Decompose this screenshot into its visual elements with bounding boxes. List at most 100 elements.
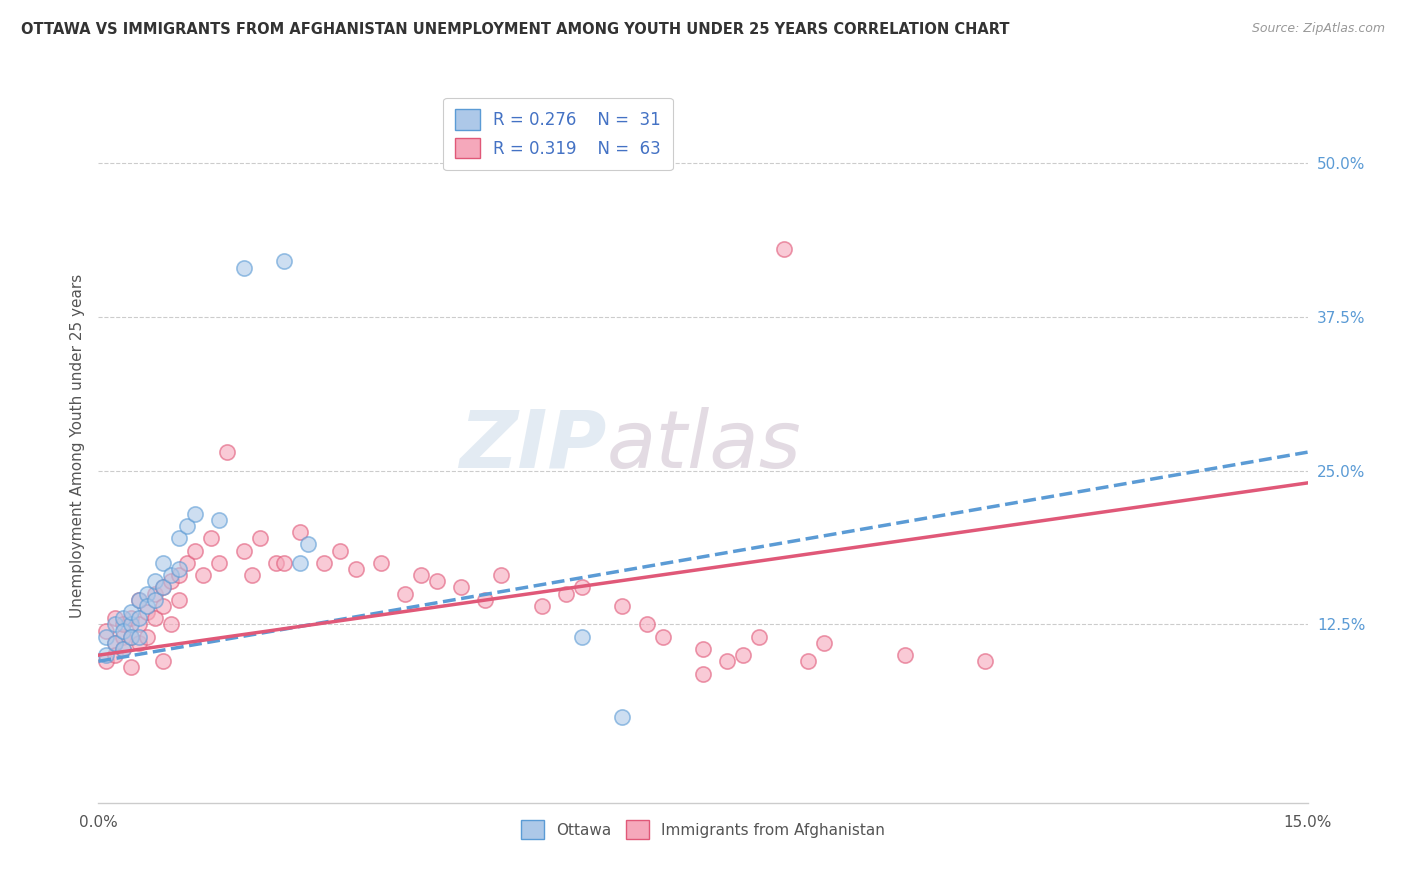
Point: [128, 611, 150, 625]
Point: [232, 260, 254, 275]
Point: [651, 630, 673, 644]
Point: [748, 630, 770, 644]
Point: [264, 556, 287, 570]
Point: [143, 611, 166, 625]
Point: [176, 519, 198, 533]
Point: [344, 562, 367, 576]
Point: [394, 587, 416, 601]
Text: ZIP: ZIP: [458, 407, 606, 485]
Point: [103, 617, 125, 632]
Point: [120, 630, 142, 644]
Point: [184, 507, 207, 521]
Point: [135, 599, 157, 613]
Point: [612, 709, 634, 723]
Point: [249, 531, 271, 545]
Text: Source: ZipAtlas.com: Source: ZipAtlas.com: [1251, 22, 1385, 36]
Point: [176, 556, 198, 570]
Point: [288, 556, 311, 570]
Point: [813, 636, 835, 650]
Point: [128, 636, 150, 650]
Point: [200, 531, 222, 545]
Point: [692, 642, 714, 657]
Point: [288, 525, 311, 540]
Point: [571, 630, 593, 644]
Point: [143, 587, 166, 601]
Point: [135, 587, 157, 601]
Point: [152, 581, 174, 595]
Point: [297, 537, 319, 551]
Point: [314, 556, 336, 570]
Point: [120, 611, 142, 625]
Point: [120, 605, 142, 619]
Point: [772, 242, 794, 256]
Point: [167, 568, 190, 582]
Point: [152, 581, 174, 595]
Point: [160, 568, 183, 582]
Point: [893, 648, 915, 662]
Point: [128, 617, 150, 632]
Point: [797, 654, 820, 668]
Point: [160, 574, 183, 589]
Point: [530, 599, 553, 613]
Point: [96, 654, 118, 668]
Point: [450, 581, 472, 595]
Point: [208, 556, 231, 570]
Point: [167, 592, 190, 607]
Point: [240, 568, 263, 582]
Point: [143, 574, 166, 589]
Point: [217, 445, 239, 459]
Point: [128, 592, 150, 607]
Point: [232, 543, 254, 558]
Point: [111, 642, 134, 657]
Point: [184, 543, 207, 558]
Point: [128, 630, 150, 644]
Point: [111, 617, 134, 632]
Point: [120, 660, 142, 674]
Point: [329, 543, 352, 558]
Point: [103, 648, 125, 662]
Point: [135, 605, 157, 619]
Point: [636, 617, 658, 632]
Point: [474, 592, 496, 607]
Point: [96, 648, 118, 662]
Point: [208, 513, 231, 527]
Point: [974, 654, 997, 668]
Point: [273, 254, 295, 268]
Point: [491, 568, 513, 582]
Point: [111, 624, 134, 638]
Point: [120, 630, 142, 644]
Point: [152, 556, 174, 570]
Point: [96, 624, 118, 638]
Point: [103, 636, 125, 650]
Point: [193, 568, 215, 582]
Point: [409, 568, 432, 582]
Point: [96, 630, 118, 644]
Point: [612, 599, 634, 613]
Point: [111, 630, 134, 644]
Point: [135, 630, 157, 644]
Point: [273, 556, 295, 570]
Point: [152, 599, 174, 613]
Point: [370, 556, 392, 570]
Point: [555, 587, 578, 601]
Point: [692, 666, 714, 681]
Point: [152, 654, 174, 668]
Point: [120, 617, 142, 632]
Y-axis label: Unemployment Among Youth under 25 years: Unemployment Among Youth under 25 years: [69, 274, 84, 618]
Point: [103, 636, 125, 650]
Text: OTTAWA VS IMMIGRANTS FROM AFGHANISTAN UNEMPLOYMENT AMONG YOUTH UNDER 25 YEARS CO: OTTAWA VS IMMIGRANTS FROM AFGHANISTAN UN…: [21, 22, 1010, 37]
Point: [160, 617, 183, 632]
Point: [128, 592, 150, 607]
Point: [426, 574, 449, 589]
Point: [103, 611, 125, 625]
Point: [571, 581, 593, 595]
Point: [167, 531, 190, 545]
Point: [111, 642, 134, 657]
Point: [716, 654, 738, 668]
Point: [733, 648, 755, 662]
Point: [111, 611, 134, 625]
Point: [143, 592, 166, 607]
Text: atlas: atlas: [606, 407, 801, 485]
Point: [167, 562, 190, 576]
Legend: Ottawa, Immigrants from Afghanistan: Ottawa, Immigrants from Afghanistan: [515, 814, 891, 845]
